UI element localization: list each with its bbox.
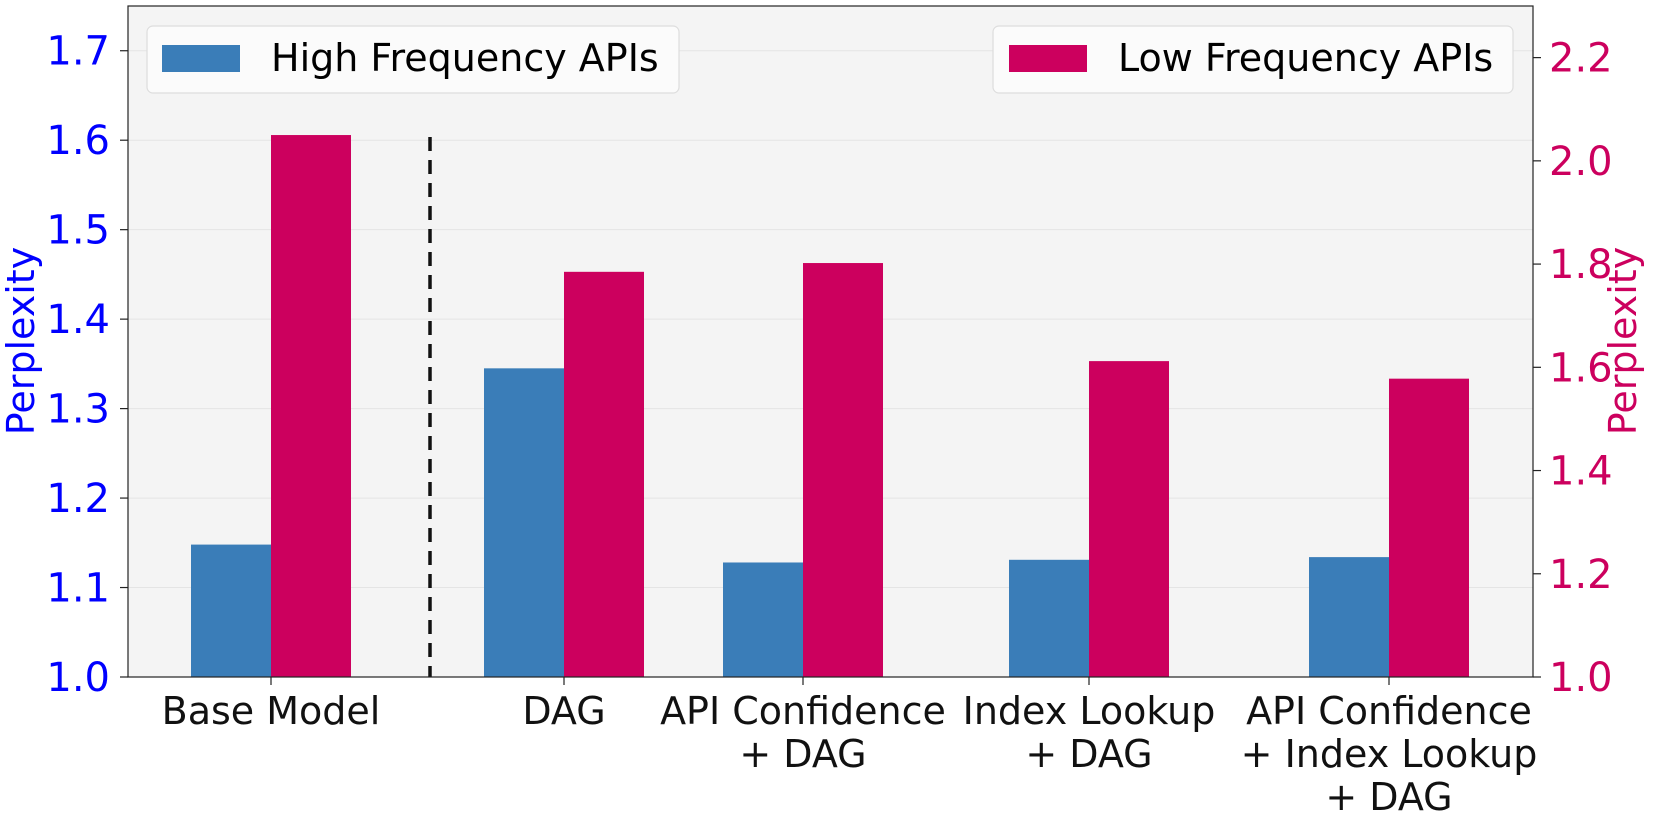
- x-tick-label: DAG: [522, 689, 605, 733]
- left-tick-label: 1.1: [46, 566, 110, 612]
- left-y-axis: 1.0 1.1 1.2 1.3 1.4 1.5 1.6 1.7: [46, 29, 128, 701]
- right-y-axis: 1.0 1.2 1.4 1.6 1.8 2.0 2.2: [1533, 36, 1613, 701]
- legend-swatch-low-frequency: [1009, 45, 1087, 72]
- plot-frame: [127, 5, 1534, 678]
- bar-low-frequency: [1389, 378, 1469, 677]
- bar-low-frequency: [564, 271, 644, 677]
- bar-high-frequency: [723, 562, 803, 677]
- left-tick-label: 1.5: [46, 208, 110, 254]
- bar-low-frequency: [1089, 361, 1169, 677]
- left-tick-label: 1.2: [46, 476, 110, 522]
- bar-low-frequency: [271, 135, 351, 678]
- left-tick-label: 1.0: [46, 655, 110, 701]
- legend-low-frequency: Low Frequency APIs: [992, 25, 1514, 94]
- x-tick-label: API Confidence: [1246, 689, 1532, 733]
- right-tick-label: 1.2: [1549, 552, 1613, 598]
- bar-high-frequency: [191, 544, 271, 677]
- left-tick-label: 1.4: [46, 297, 110, 343]
- right-tick-label: 1.6: [1549, 345, 1613, 391]
- left-tick-label: 1.7: [46, 29, 110, 75]
- bar-high-frequency: [1309, 557, 1389, 677]
- right-tick-label: 1.8: [1549, 242, 1613, 288]
- x-tick-label: + DAG: [1325, 775, 1452, 819]
- legend-high-frequency: High Frequency APIs: [146, 25, 680, 94]
- x-tick-label: Base Model: [162, 689, 381, 733]
- x-tick-label: Index Lookup: [963, 689, 1216, 733]
- bar-low-frequency: [803, 263, 883, 677]
- legend-label-low-frequency: Low Frequency APIs: [1118, 36, 1493, 80]
- right-tick-label: 2.0: [1549, 139, 1613, 185]
- left-axis-label: Perplexity: [0, 247, 43, 435]
- x-tick-label: API Confidence: [660, 689, 946, 733]
- legend-label-high-frequency: High Frequency APIs: [271, 36, 659, 80]
- right-tick-label: 1.4: [1549, 449, 1613, 495]
- x-tick-label: + DAG: [739, 732, 866, 776]
- bar-high-frequency: [484, 368, 564, 677]
- right-tick-label: 2.2: [1549, 36, 1613, 82]
- legend-box: [146, 25, 680, 94]
- legend-swatch-high-frequency: [162, 45, 240, 72]
- right-tick-label: 1.0: [1549, 655, 1613, 701]
- bars-group: [191, 135, 1469, 678]
- legend-box: [992, 25, 1514, 94]
- right-axis-label: Perplexity: [1601, 247, 1645, 435]
- bar-high-frequency: [1009, 559, 1089, 677]
- left-tick-label: 1.3: [46, 387, 110, 433]
- x-tick-label: + DAG: [1025, 732, 1152, 776]
- left-tick-label: 1.6: [46, 118, 110, 164]
- x-tick-label: + Index Lookup: [1241, 732, 1538, 776]
